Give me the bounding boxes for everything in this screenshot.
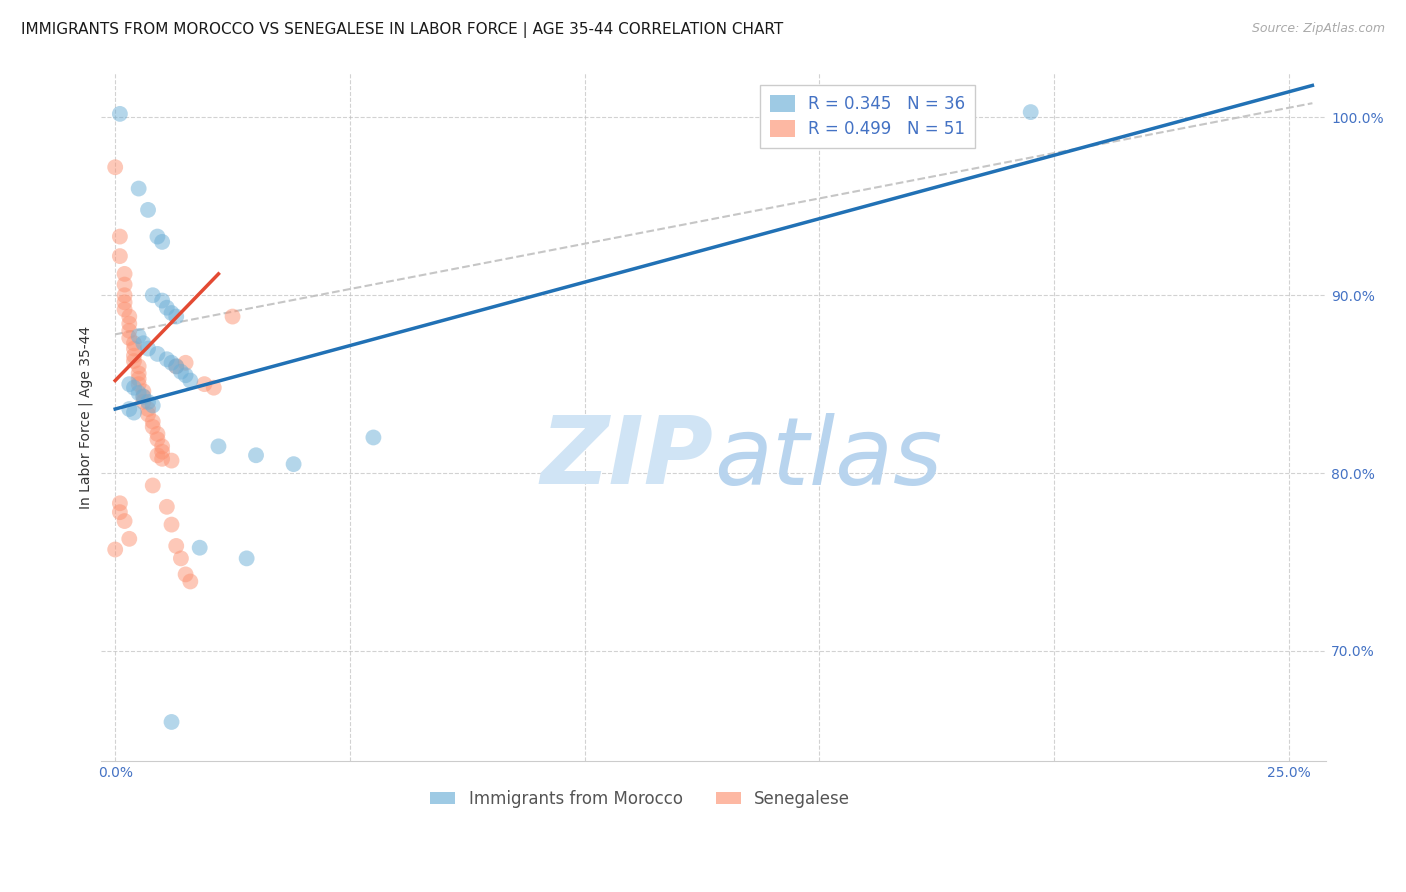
Point [136,202,159,217]
Point [202,381,225,395]
Point [156,301,179,315]
Point [136,408,159,422]
Point [132,395,155,409]
Point [118,532,141,546]
Point [136,342,159,356]
Point [150,451,173,466]
Text: IMMIGRANTS FROM MOROCCO VS SENEGALESE IN LABOR FORCE | AGE 35-44 CORRELATION CHA: IMMIGRANTS FROM MOROCCO VS SENEGALESE IN… [21,22,783,38]
Y-axis label: In Labor Force | Age 35-44: In Labor Force | Age 35-44 [79,326,93,508]
Point [108,496,131,510]
Point [193,377,215,392]
Point [114,295,136,310]
Point [156,500,179,514]
Point [188,541,211,555]
Point [207,439,229,453]
Point [114,288,136,302]
Point [146,347,169,361]
Point [160,714,183,729]
Point [118,402,141,417]
Point [118,331,141,345]
Point [179,374,201,388]
Point [363,430,385,444]
Point [160,356,183,370]
Point [146,448,169,462]
Text: atlas: atlas [714,413,942,504]
Point [132,384,155,399]
Point [1019,105,1042,120]
Text: Source: ZipAtlas.com: Source: ZipAtlas.com [1251,22,1385,36]
Point [160,453,183,467]
Point [165,310,187,324]
Point [114,302,136,317]
Point [118,317,141,331]
Point [221,310,243,324]
Point [122,381,145,395]
Point [104,160,127,174]
Point [122,336,145,351]
Point [174,567,197,582]
Point [142,399,165,413]
Point [142,415,165,429]
Point [245,448,267,462]
Point [160,517,183,532]
Point [128,181,150,195]
Point [150,444,173,458]
Point [128,377,150,392]
Point [128,386,150,401]
Point [146,229,169,244]
Point [128,329,150,343]
Point [108,229,131,244]
Point [122,349,145,363]
Point [165,359,187,374]
Point [132,390,155,404]
Point [150,293,173,308]
Point [283,457,305,471]
Point [104,542,127,557]
Point [170,365,193,379]
Point [179,574,201,589]
Point [142,288,165,302]
Point [136,395,159,409]
Point [118,310,141,324]
Point [165,539,187,553]
Point [165,359,187,374]
Point [132,390,155,404]
Point [122,342,145,356]
Point [122,406,145,420]
Point [150,439,173,453]
Point [108,505,131,519]
Point [128,372,150,386]
Point [118,377,141,392]
Text: ZIP: ZIP [541,412,714,504]
Point [114,267,136,281]
Point [142,478,165,492]
Point [174,368,197,383]
Point [114,514,136,528]
Point [114,277,136,292]
Point [174,356,197,370]
Point [146,432,169,446]
Legend: Immigrants from Morocco, Senegalese: Immigrants from Morocco, Senegalese [423,783,856,814]
Point [136,402,159,417]
Point [122,354,145,368]
Point [150,235,173,249]
Point [118,324,141,338]
Point [128,359,150,374]
Point [108,107,131,121]
Point [132,336,155,351]
Point [156,352,179,367]
Point [128,367,150,381]
Point [142,419,165,434]
Point [170,551,193,566]
Point [235,551,257,566]
Point [108,249,131,263]
Point [160,306,183,320]
Point [146,426,169,441]
